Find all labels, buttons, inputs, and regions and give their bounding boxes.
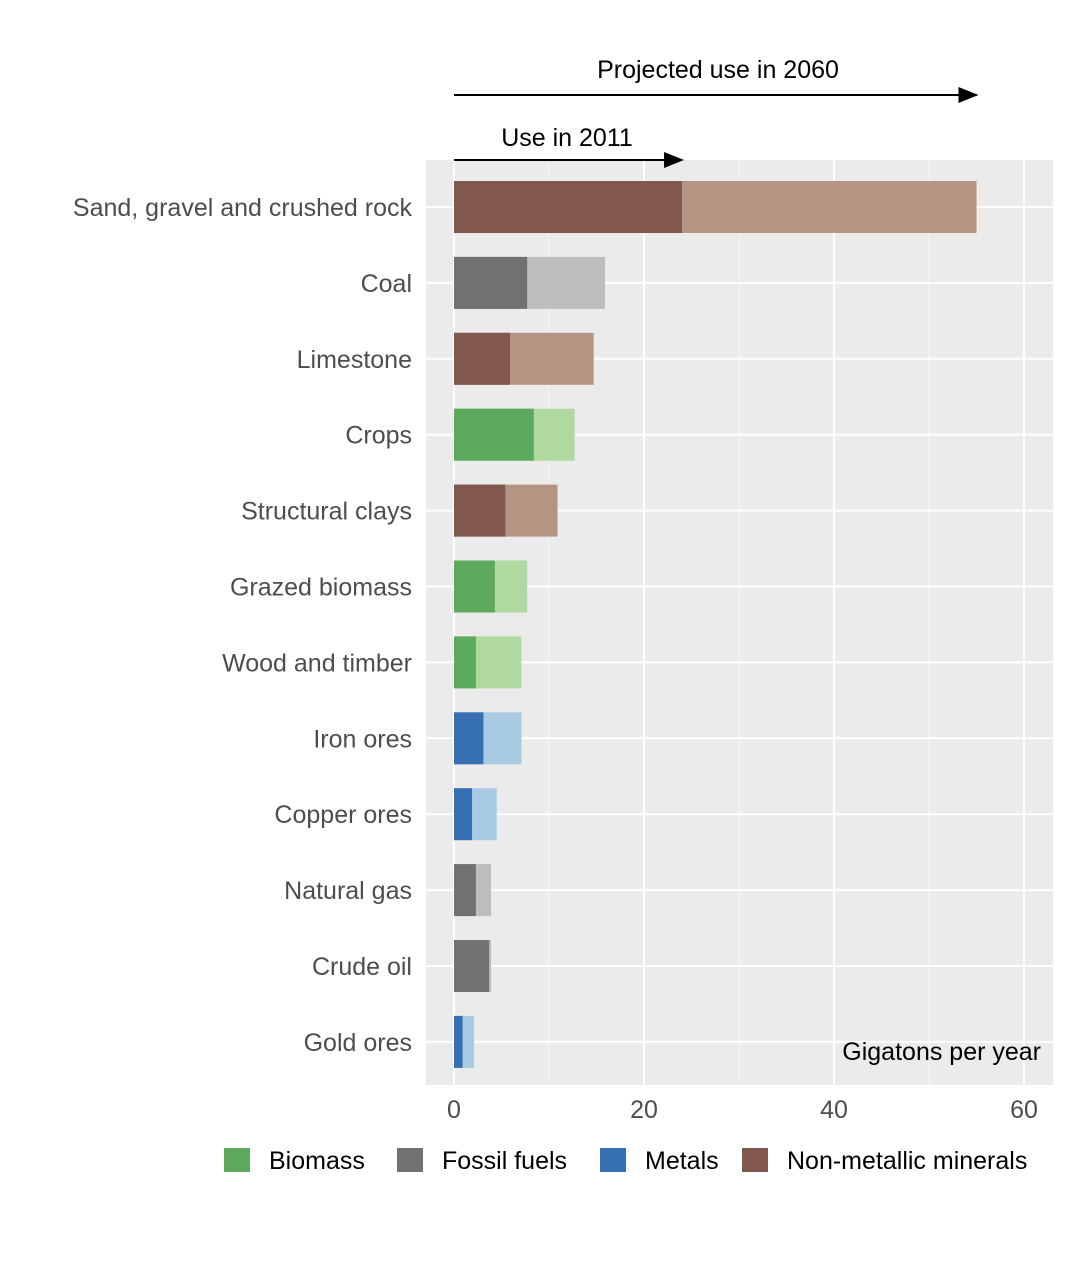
legend-swatch: [600, 1148, 626, 1172]
bar-2011: [454, 1015, 463, 1068]
bar-2011: [454, 181, 682, 233]
x-tick-label: 0: [447, 1096, 461, 1124]
x-axis-label: Gigatons per year: [842, 1038, 1041, 1066]
legend-swatch: [397, 1148, 423, 1172]
bar-2011: [454, 712, 484, 765]
bar-2011: [454, 636, 476, 689]
current-label: Use in 2011: [501, 124, 633, 152]
legend-label: Biomass: [269, 1147, 365, 1175]
bar-2011: [454, 332, 511, 385]
bar-2011: [454, 788, 473, 841]
bar-2011: [454, 940, 490, 992]
x-tick-label: 40: [820, 1096, 848, 1124]
y-tick-label: Iron ores: [313, 725, 412, 753]
y-tick-label: Natural gas: [284, 877, 412, 905]
y-tick-label: Copper ores: [274, 801, 412, 829]
y-tick-label: Coal: [361, 270, 412, 298]
legend-label: Non-metallic minerals: [787, 1147, 1027, 1175]
bar-2011: [454, 864, 476, 917]
bar-2011: [454, 484, 506, 537]
y-tick-label: Crude oil: [312, 953, 412, 981]
bar-2011: [454, 560, 495, 613]
projected-label: Projected use in 2060: [597, 56, 839, 84]
x-tick-label: 20: [630, 1096, 658, 1124]
x-tick-label: 60: [1010, 1096, 1038, 1124]
legend-label: Fossil fuels: [442, 1147, 567, 1175]
bar-2011: [454, 408, 534, 461]
bar-2011: [454, 256, 528, 309]
legend-label: Metals: [645, 1147, 719, 1175]
y-tick-label: Sand, gravel and crushed rock: [73, 194, 413, 222]
y-tick-label: Grazed biomass: [230, 574, 412, 602]
y-tick-label: Structural clays: [241, 498, 412, 526]
y-tick-label: Gold ores: [304, 1029, 412, 1057]
y-tick-label: Crops: [345, 422, 412, 450]
legend-swatch: [224, 1148, 250, 1172]
y-tick-label: Limestone: [297, 346, 412, 374]
y-tick-label: Wood and timber: [222, 649, 412, 677]
legend-swatch: [742, 1148, 768, 1172]
